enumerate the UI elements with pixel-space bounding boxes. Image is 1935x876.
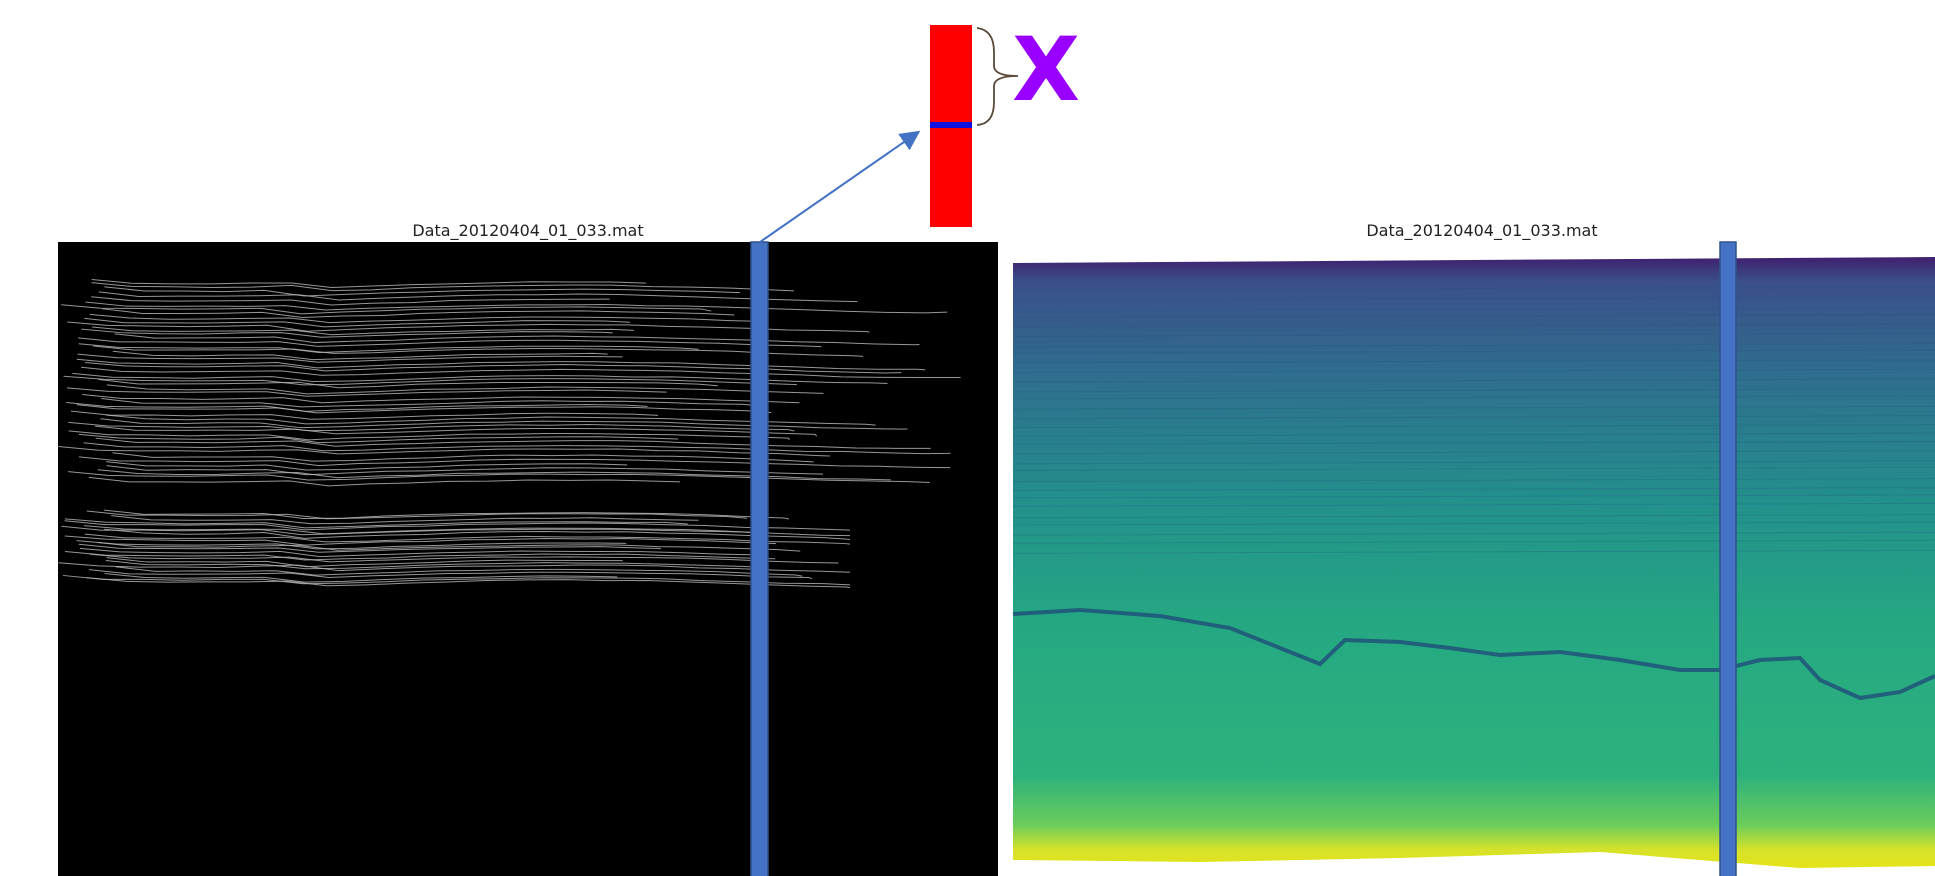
figure: Data_20120404_01_033.mat Data_20120404_0… xyxy=(0,0,1935,876)
layer-image xyxy=(58,242,998,876)
column-marker xyxy=(1720,242,1736,876)
label-x: X xyxy=(1012,18,1080,121)
column-layer xyxy=(930,122,972,128)
echogram xyxy=(1013,257,1935,868)
column-marker xyxy=(751,242,768,876)
panel-title: Data_20120404_01_033.mat xyxy=(412,221,643,241)
panel-title: Data_20120404_01_033.mat xyxy=(1366,221,1597,241)
arrow xyxy=(760,133,917,242)
